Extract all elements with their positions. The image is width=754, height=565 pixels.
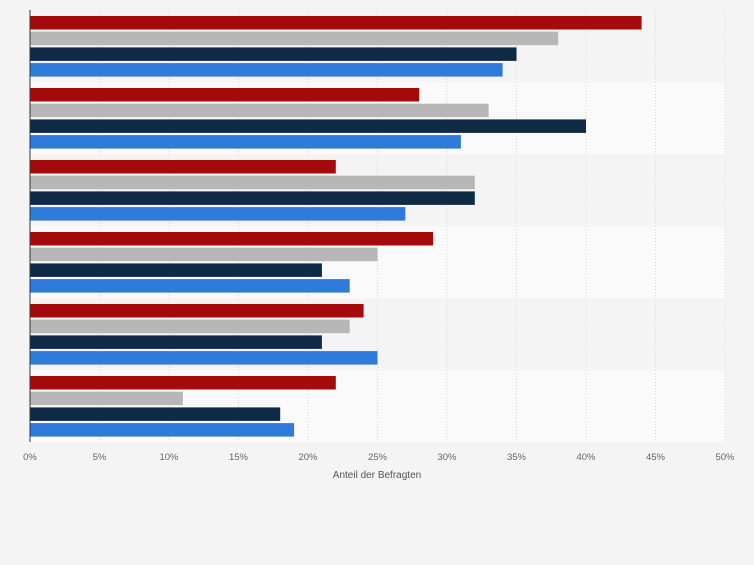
x-tick-label: 40% <box>576 452 596 463</box>
x-tick-label: 35% <box>507 452 527 463</box>
bar[interactable] <box>30 119 586 133</box>
bars <box>30 16 642 437</box>
bar[interactable] <box>30 319 350 334</box>
bar[interactable] <box>30 232 434 246</box>
bar[interactable] <box>30 391 183 406</box>
bar[interactable] <box>30 263 322 277</box>
x-tick-label: 30% <box>437 452 457 463</box>
x-tick-labels: 0% 5% 10% 15% 20% 25% 30% 35% 40% 45% 50% <box>23 452 735 463</box>
x-tick-label: 0% <box>23 452 37 463</box>
bar[interactable] <box>30 47 517 61</box>
bar[interactable] <box>30 103 489 118</box>
x-tick-label: 45% <box>646 452 666 463</box>
bar[interactable] <box>30 247 378 262</box>
bar[interactable] <box>30 175 475 190</box>
bar[interactable] <box>30 16 642 30</box>
bar[interactable] <box>30 191 475 205</box>
bar[interactable] <box>30 160 336 174</box>
bar[interactable] <box>30 376 336 390</box>
bar[interactable] <box>30 304 364 318</box>
gridlines <box>99 10 726 442</box>
bar[interactable] <box>30 88 420 102</box>
x-tick-label: 5% <box>93 452 107 463</box>
x-axis-label: Anteil der Befragten <box>333 470 421 481</box>
bar[interactable] <box>30 31 559 46</box>
x-tick-label: 15% <box>229 452 249 463</box>
bar[interactable] <box>30 407 281 421</box>
x-tick-label: 20% <box>298 452 318 463</box>
bar[interactable] <box>30 135 461 149</box>
x-tick-label: 10% <box>159 452 179 463</box>
bar[interactable] <box>30 63 503 77</box>
bar[interactable] <box>30 335 322 349</box>
x-tick-label: 50% <box>715 452 735 463</box>
bar[interactable] <box>30 423 295 437</box>
bar[interactable] <box>30 351 378 365</box>
x-tick-label: 25% <box>368 452 388 463</box>
bar[interactable] <box>30 279 350 293</box>
bar[interactable] <box>30 207 406 221</box>
